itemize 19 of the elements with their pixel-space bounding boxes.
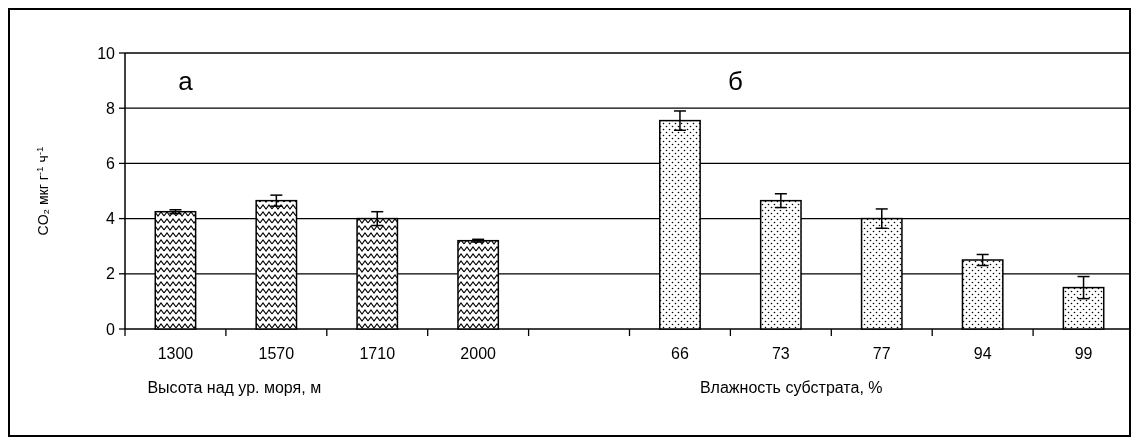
y-tick-label: 6 xyxy=(106,155,116,172)
x-tick-label: 99 xyxy=(1074,345,1093,362)
x-tick-label: 1710 xyxy=(359,345,396,362)
y-tick-label: 2 xyxy=(106,265,116,283)
x-tick-label: 1570 xyxy=(258,345,295,362)
x-tick-label: 77 xyxy=(872,345,891,362)
x-tick-label: 66 xyxy=(671,345,689,362)
annotation: а xyxy=(178,66,194,96)
y-tick-label: 8 xyxy=(106,99,116,117)
x-tick-label: 73 xyxy=(771,345,790,362)
x-axis-title: Высота над ур. моря, м xyxy=(147,379,322,396)
y-tick-label: 0 xyxy=(106,320,116,338)
x-tick-label: 94 xyxy=(973,345,992,362)
x-tick-label: 2000 xyxy=(460,345,497,362)
text: Влажность субстрата, % xyxy=(699,379,883,396)
annotation: б xyxy=(727,66,743,96)
y-tick-label: 4 xyxy=(106,210,116,228)
x-tick-label: 1300 xyxy=(157,345,194,362)
y-tick-label: 10 xyxy=(97,44,116,62)
